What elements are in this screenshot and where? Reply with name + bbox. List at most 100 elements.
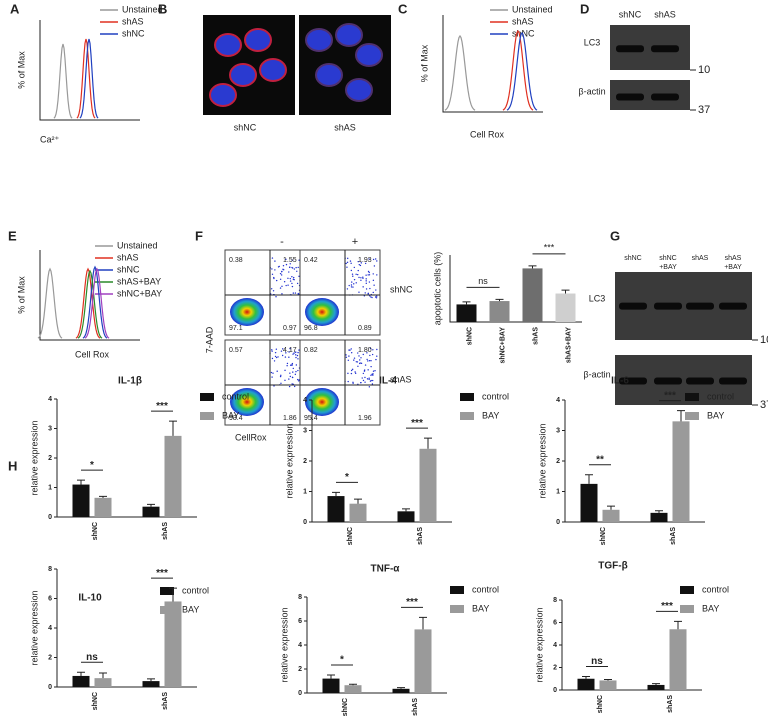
event [355,282,357,284]
axis [39,20,140,121]
error-bar [561,289,570,294]
legend-swatch [160,606,174,614]
bar [397,511,415,522]
y-tick-label: 3 [303,427,307,434]
y-axis-label: % of Max [16,276,26,314]
event [271,349,273,351]
event [350,269,353,272]
x-tick-label: shAS [417,527,424,545]
event [294,373,297,376]
event [370,365,372,368]
bar [419,448,437,522]
event [280,382,282,385]
lane-label: shAS [725,255,742,262]
event [362,372,365,375]
legend-label: shAS [122,16,144,26]
event [347,372,349,375]
event [366,352,368,354]
bar [580,483,598,522]
event [370,374,372,377]
event [294,292,297,294]
event [372,279,375,282]
legend-label: BAY [482,410,499,420]
y-tick-label: 1 [303,488,307,495]
event [362,379,365,382]
event [360,279,362,281]
histogram-curve [79,38,99,119]
legend-swatch [450,586,464,594]
event [376,295,378,297]
event [274,351,277,354]
column-label: + [352,236,358,248]
bar [94,497,112,517]
event [295,356,297,359]
legend-label: BAY [222,410,239,420]
chart-title: TNF-α [371,564,401,575]
legend-swatch [685,393,699,401]
legend-swatch [160,587,174,595]
event [365,274,367,276]
event [368,386,371,388]
event [292,367,294,370]
significance: *** [156,568,168,579]
event [280,374,282,377]
histogram-curve [84,267,110,339]
band [686,302,714,310]
event [285,263,288,266]
event [298,380,300,382]
event [358,355,360,357]
event [374,296,377,298]
error-bar [147,678,155,682]
chart-title: IL-10 [78,593,102,604]
event [291,362,294,365]
event [376,274,378,276]
event [277,356,279,358]
event [289,364,292,366]
event [295,351,297,353]
marker-label: 37 [698,104,710,116]
band [619,302,647,310]
event [276,370,278,372]
event [366,358,368,361]
cell [259,58,287,82]
x-tick-label: shAS [667,695,674,713]
event [360,277,362,279]
y-tick-label: 8 [48,566,52,573]
event [292,292,295,294]
event [369,287,371,290]
panel-letter: E [8,228,17,243]
legend-label: control [472,584,499,594]
event [298,259,300,261]
lane-label: shAS [692,255,709,262]
event [376,355,378,357]
event [284,379,286,382]
event [287,277,289,280]
event [371,383,374,385]
error-bar [528,265,537,269]
bar [164,601,182,687]
event [375,289,377,291]
y-axis-label: relative expression [29,420,39,495]
band [616,45,644,53]
panel-letter: A [10,1,20,16]
event [285,258,287,261]
event [281,354,284,357]
event [350,369,353,372]
event [357,352,359,354]
quadrant-value: 0.97 [283,325,297,332]
event [374,370,376,372]
event [297,358,299,360]
quadrant-value: 96.8 [304,325,318,332]
event [371,353,374,356]
event [286,365,288,367]
event [350,262,352,265]
quadrant-value: 0.82 [304,347,318,354]
event [372,373,374,375]
event [368,271,370,274]
band [719,377,747,385]
cell [345,78,373,102]
significance: * [345,472,349,483]
significance: *** [664,390,676,401]
legend-label: Unstained [117,240,158,250]
error-bar [652,683,660,685]
